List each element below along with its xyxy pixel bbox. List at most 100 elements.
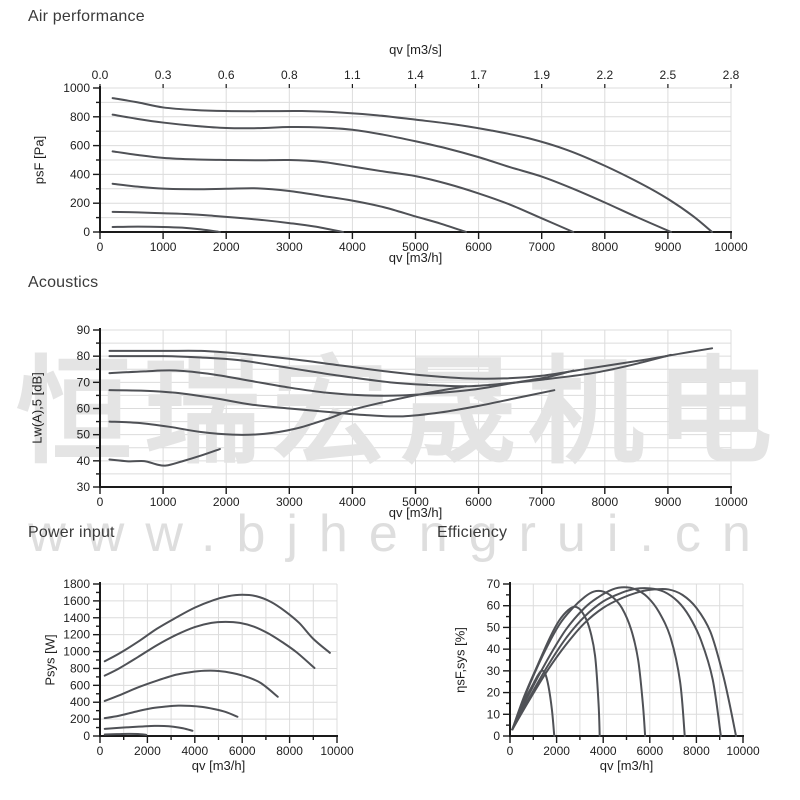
x-tick-label: 1000 bbox=[150, 240, 177, 254]
efficiency-curve-2 bbox=[511, 587, 722, 737]
y-tick-label: 50 bbox=[487, 620, 501, 634]
y-tick-label: 1800 bbox=[63, 577, 90, 591]
x-tick-label: 6000 bbox=[465, 240, 492, 254]
power-input-curve-1 bbox=[103, 593, 331, 663]
y-tick-label: 40 bbox=[77, 454, 91, 468]
y-tick-label: 800 bbox=[70, 661, 90, 675]
efficiency-curve-6 bbox=[511, 669, 556, 737]
x-tick-label: 8000 bbox=[591, 240, 618, 254]
power-input-curve-6 bbox=[103, 732, 148, 736]
x-tick-label: 2000 bbox=[543, 744, 570, 758]
acoustics-curves bbox=[108, 347, 714, 467]
y-tick-label: 70 bbox=[487, 577, 501, 591]
chart-title-power-input: Power input bbox=[28, 524, 115, 541]
y-tick-label: 0 bbox=[83, 729, 90, 743]
efficiency-y-axis-label: ηsF,sys [%] bbox=[452, 627, 468, 693]
x-tick-label: 3000 bbox=[276, 240, 303, 254]
y-tick-label: 80 bbox=[77, 349, 91, 363]
y-tick-label: 50 bbox=[77, 428, 91, 442]
top-tick-label: 2.8 bbox=[723, 68, 740, 82]
y-tick-label: 1200 bbox=[63, 628, 90, 642]
x-tick-label: 10000 bbox=[714, 240, 748, 254]
acoustics-curve-6 bbox=[108, 448, 221, 467]
y-tick-label: 0 bbox=[493, 729, 500, 743]
x-tick-label: 10000 bbox=[714, 495, 748, 509]
x-tick-label: 7000 bbox=[528, 495, 555, 509]
y-tick-label: 90 bbox=[77, 323, 91, 337]
x-tick-label: 0 bbox=[97, 495, 104, 509]
efficiency-plot: 0 10 20 30 40 50 60 70 0 2000 4000 6000 8000 10000 bbox=[487, 577, 760, 758]
y-tick-label: 600 bbox=[70, 678, 90, 692]
air-performance-curve-5 bbox=[111, 210, 344, 233]
top-tick-label: 0.8 bbox=[281, 68, 298, 82]
power-input-plot: 0 200 400 600 800 1000 1200 1400 1600 1800 0 2000 40… bbox=[63, 577, 354, 758]
chart-title-efficiency: Efficiency bbox=[437, 524, 508, 541]
power-input-curve-2 bbox=[103, 620, 316, 677]
power-input-curve-5 bbox=[103, 724, 194, 732]
top-tick-label: 1.1 bbox=[344, 68, 361, 82]
x-tick-label: 2000 bbox=[213, 240, 240, 254]
x-tick-label: 6000 bbox=[465, 495, 492, 509]
x-tick-label: 4000 bbox=[590, 744, 617, 758]
y-tick-label: 10 bbox=[487, 707, 501, 721]
x-tick-label: 4000 bbox=[181, 744, 208, 758]
top-tick-label: 0.3 bbox=[155, 68, 172, 82]
top-tick-label: 0.0 bbox=[92, 68, 109, 82]
acoustics-curve-3 bbox=[108, 369, 575, 397]
acoustics-curve-4 bbox=[108, 389, 556, 418]
air-performance-curve-3 bbox=[111, 150, 575, 233]
y-tick-label: 400 bbox=[70, 695, 90, 709]
x-tick-label: 2000 bbox=[213, 495, 240, 509]
x-tick-label: 0 bbox=[97, 240, 104, 254]
efficiency-x-axis-label: qv [m3/h] bbox=[599, 758, 654, 773]
x-tick-label: 1000 bbox=[150, 495, 177, 509]
y-tick-label: 30 bbox=[487, 664, 501, 678]
y-tick-label: 1000 bbox=[63, 645, 90, 659]
top-tick-label: 1.9 bbox=[533, 68, 550, 82]
x-tick-label: 9000 bbox=[655, 495, 682, 509]
y-tick-label: 200 bbox=[70, 712, 90, 726]
chart-title-air-performance: Air performance bbox=[28, 8, 145, 25]
x-tick-label: 9000 bbox=[655, 240, 682, 254]
x-tick-label: 8000 bbox=[276, 744, 303, 758]
y-tick-label: 1400 bbox=[63, 611, 90, 625]
air-y-axis-label: psF [Pa] bbox=[31, 135, 47, 185]
x-tick-label: 3000 bbox=[276, 495, 303, 509]
air-top-axis-label: qv [m3/s] bbox=[389, 42, 442, 57]
air-performance-curve-6 bbox=[111, 225, 221, 233]
acoustics-x-axis-label: qv [m3/h] bbox=[388, 505, 443, 520]
x-tick-label: 10000 bbox=[320, 744, 354, 758]
acoustics-plot: 30 40 50 60 70 80 90 0 1000 2000 3000 4000 5000 6000 7… bbox=[77, 323, 748, 509]
y-tick-label: 0 bbox=[83, 225, 90, 239]
y-tick-label: 70 bbox=[77, 375, 91, 389]
y-tick-label: 1000 bbox=[63, 81, 90, 95]
chart-title-acoustics: Acoustics bbox=[28, 274, 99, 291]
acoustics-curve-2 bbox=[108, 353, 673, 388]
x-tick-label: 5000 bbox=[402, 495, 429, 509]
efficiency-curves bbox=[511, 586, 738, 737]
power-y-axis-label: Psys [W] bbox=[42, 634, 58, 686]
top-tick-label: 1.4 bbox=[407, 68, 424, 82]
x-tick-label: 8000 bbox=[591, 495, 618, 509]
air-x-axis-label: qv [m3/h] bbox=[388, 250, 443, 265]
air-performance-curve-4 bbox=[111, 182, 467, 233]
x-tick-label: 2000 bbox=[134, 744, 161, 758]
air-performance-curves bbox=[111, 97, 714, 233]
efficiency-curve-5 bbox=[511, 605, 601, 737]
x-tick-label: 6000 bbox=[229, 744, 256, 758]
x-tick-label: 6000 bbox=[636, 744, 663, 758]
power-input-curve-4 bbox=[103, 704, 239, 720]
air-performance-curve-2 bbox=[111, 113, 673, 233]
x-tick-label: 0 bbox=[97, 744, 104, 758]
x-tick-label: 5000 bbox=[402, 240, 429, 254]
power-x-axis-label: qv [m3/h] bbox=[191, 758, 246, 773]
y-tick-label: 1600 bbox=[63, 594, 90, 608]
x-tick-label: 0 bbox=[507, 744, 514, 758]
y-tick-label: 200 bbox=[70, 196, 90, 210]
acoustics-curve-1 bbox=[108, 347, 714, 380]
y-tick-label: 60 bbox=[487, 599, 501, 613]
power-input-curves bbox=[103, 593, 331, 736]
